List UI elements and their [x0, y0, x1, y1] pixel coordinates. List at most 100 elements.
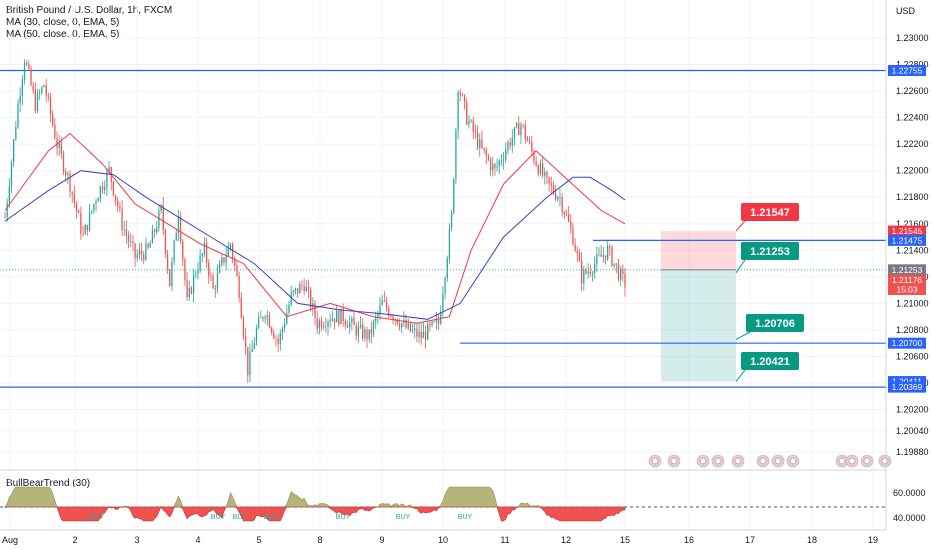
event-flag-icon-inner: [881, 457, 889, 465]
candle-body: [437, 319, 440, 324]
buy-signal-label: BUY: [211, 514, 226, 521]
candle-body: [359, 324, 362, 327]
callout-pointer: [735, 259, 746, 274]
price-callout: 1.20421: [735, 352, 799, 382]
currency-label: USD: [896, 6, 916, 16]
candle-body: [160, 205, 162, 211]
candle-body: [537, 165, 539, 174]
callout-label: 1.20421: [750, 356, 790, 368]
event-flag-icon-inner: [848, 457, 856, 465]
candle-body: [284, 323, 286, 329]
callout-pointer: [735, 220, 746, 232]
price-axis: 1.23000 1.22800 1.22600 1.22400 1.22200 1.220…: [885, 0, 929, 530]
candle-body: [331, 318, 333, 321]
candle-body: [591, 273, 594, 275]
candle-body: [554, 192, 557, 200]
candle-body: [45, 85, 47, 96]
price-tick-label: 1.23000: [896, 33, 929, 43]
candle-body: [372, 321, 375, 334]
candle-body: [550, 183, 552, 186]
candle-body: [270, 327, 273, 333]
time-tick-label: 18: [807, 535, 817, 545]
candle-body: [201, 253, 203, 256]
candle-body: [75, 202, 78, 211]
price-tick-label: 1.20600: [896, 351, 929, 361]
candle-body: [97, 198, 99, 202]
candle-body: [56, 138, 58, 148]
candle-body: [580, 260, 583, 284]
event-flag-icon-inner: [714, 457, 722, 465]
candle-body: [86, 225, 89, 231]
candle-body: [112, 181, 115, 196]
time-tick-label: 2: [72, 535, 77, 545]
candle-body: [522, 124, 524, 126]
candle-body: [123, 229, 125, 231]
candle-body: [104, 187, 106, 191]
candle-body: [565, 214, 568, 216]
candle-body: [242, 317, 245, 337]
callout-pointer: [735, 331, 751, 340]
price-tag-box: [888, 264, 926, 276]
ma50-legend[interactable]: MA (50, close, 0, EMA, 5): [6, 29, 120, 40]
candle-body: [210, 276, 212, 278]
candle-body: [476, 132, 479, 148]
candle-body: [611, 247, 613, 266]
buy-signal-label: BUY: [336, 514, 351, 521]
candle-body: [498, 160, 500, 167]
callout-label: 1.21547: [750, 207, 790, 219]
candle-body: [21, 79, 23, 97]
price-tag-label: 1.20411: [892, 377, 922, 387]
candle-body: [147, 243, 149, 248]
candle-body: [344, 321, 346, 325]
candle-body: [58, 143, 60, 148]
candle-body: [169, 269, 171, 287]
price-tag-label: 1.21545: [892, 226, 923, 236]
time-tick-label: 8: [317, 535, 322, 545]
time-tick-label: 19: [868, 535, 878, 545]
candle-body: [119, 207, 121, 209]
price-tag-label: 1.21475: [892, 235, 923, 245]
indicator-label[interactable]: BullBearTrend (30): [6, 478, 91, 489]
candle-body: [461, 95, 464, 96]
candle-body: [214, 288, 216, 290]
candle-body: [381, 300, 383, 305]
candle-body: [385, 301, 388, 309]
candle-body: [299, 284, 301, 294]
candle-body: [162, 205, 164, 231]
candle-body: [292, 290, 294, 293]
price-callout: 1.21547: [735, 203, 799, 232]
candle-body: [435, 319, 438, 322]
price-tag: 1.21176: [888, 274, 926, 286]
price-tag-box: [888, 376, 926, 388]
candle-body: [481, 139, 483, 148]
bear-area: [4, 506, 626, 522]
candle-body: [132, 241, 134, 244]
candle-body: [489, 159, 492, 170]
candle-body: [91, 210, 93, 212]
bullbear-indicator: BUY BUY BUY BUY BUY BUY BUY 60.0000 40.0000: [0, 486, 926, 523]
time-tick-label: 10: [438, 535, 448, 545]
price-tick-label: 1.21000: [896, 298, 929, 308]
event-flag-icon-inner: [670, 457, 678, 465]
candle-body: [364, 329, 366, 339]
ma30-line: [4, 132, 626, 324]
candle-body: [539, 163, 542, 174]
candle-body: [101, 186, 104, 191]
candle-body: [23, 62, 26, 80]
candle-body: [175, 233, 177, 241]
callout-box: [741, 352, 799, 370]
candle-body: [34, 90, 36, 112]
candle-body: [88, 211, 91, 231]
candle-body: [260, 317, 262, 318]
candle-body: [355, 325, 357, 336]
candle-body: [10, 162, 13, 187]
price-tag: 1.20700: [888, 337, 926, 349]
candle-body: [151, 229, 154, 244]
ma30-legend[interactable]: MA (30, close, 0, EMA, 5): [6, 17, 120, 28]
price-tick-label: 1.22800: [896, 60, 929, 70]
candle-body: [177, 216, 180, 234]
candle-body: [84, 225, 86, 235]
candle-body: [602, 255, 604, 257]
candle-body: [483, 147, 485, 151]
